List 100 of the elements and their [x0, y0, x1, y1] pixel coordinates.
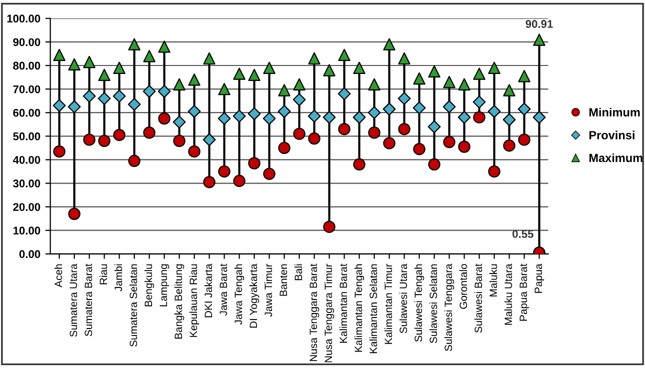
point [142, 84, 156, 98]
point [368, 106, 381, 120]
point [428, 65, 440, 78]
point [308, 132, 320, 145]
point [248, 68, 260, 82]
point [82, 90, 96, 103]
point [68, 100, 81, 114]
y-tick-label: 30.00 [13, 180, 40, 188]
point [188, 104, 201, 118]
point [353, 62, 366, 74]
x-tick-label: Lampung [160, 264, 170, 306]
point [518, 70, 530, 82]
point [83, 56, 96, 68]
y-tick-label: 100.00 [7, 14, 40, 23]
x-tick-label: Bangka Belitung [174, 264, 184, 339]
point [218, 82, 230, 96]
y-tick-label: 50.00 [13, 132, 40, 140]
point [143, 126, 156, 139]
x-tick-label: Nusa Tenggara Barat [310, 264, 320, 362]
x-tick-label: Kalimantan Tengah [354, 264, 364, 352]
point [458, 110, 471, 124]
point [472, 96, 486, 108]
x-tick-label: Sulawesi Tenggara [444, 264, 454, 351]
point [172, 116, 186, 128]
legend-label: Minimum [589, 108, 640, 117]
y-tick-label: 60.00 [13, 108, 40, 117]
point [293, 78, 306, 90]
point [278, 142, 290, 154]
point [112, 90, 126, 103]
x-tick-label: Kalimantan Timur [384, 264, 392, 344]
point [503, 139, 516, 152]
point [233, 174, 246, 188]
point [203, 52, 216, 65]
point [248, 107, 261, 120]
point [278, 104, 291, 118]
point [308, 52, 320, 65]
point [113, 62, 126, 74]
x-tick-label: Aceh [54, 264, 62, 288]
point [53, 145, 66, 158]
point [173, 78, 186, 90]
x-tick-label: Gorontalo [459, 264, 468, 309]
point [533, 34, 546, 46]
point [293, 128, 306, 140]
x-tick-label: Jawa Tengah [234, 264, 244, 325]
x-tick-label: Jawa Barat [220, 264, 228, 316]
point [203, 176, 216, 188]
point [398, 122, 410, 136]
y-tick-label: 70.00 [13, 85, 40, 94]
y-tick-label: 90.00 [13, 38, 40, 46]
point [98, 68, 110, 82]
point [52, 99, 66, 112]
point [368, 126, 380, 139]
x-tick-label: Sulawesi Tengah [414, 264, 424, 342]
y-tick-label: 20.00 [13, 203, 40, 211]
point [413, 72, 426, 85]
x-tick-label: Sumatera Utara [70, 264, 78, 337]
point [443, 136, 456, 148]
x-tick-label: Sulawesi Utara [399, 264, 408, 334]
x-tick-label: DI Yogyakarta [249, 264, 260, 328]
point [488, 165, 500, 178]
x-tick-label: Kepulauan Riau [189, 264, 200, 337]
legend-label: Provinsi [589, 130, 634, 140]
point [128, 154, 140, 167]
point [218, 165, 230, 178]
point [428, 158, 440, 171]
point [173, 134, 186, 147]
data-label: 0.55 [512, 230, 534, 238]
point [98, 92, 111, 105]
x-tick-label: Jambi [114, 264, 122, 292]
point [218, 112, 231, 125]
point [232, 110, 246, 123]
point [338, 48, 350, 62]
point [323, 220, 336, 233]
x-tick-label: Papua [534, 264, 544, 293]
point [383, 137, 396, 150]
point [83, 134, 96, 146]
point [443, 76, 456, 88]
point [323, 64, 336, 76]
point [158, 40, 170, 53]
x-tick-label: Nusa Tenggara Timur [324, 264, 334, 362]
point [503, 84, 516, 96]
point [158, 112, 170, 125]
point [428, 120, 441, 134]
point [202, 133, 216, 146]
point [383, 38, 396, 50]
y-tick-label: 10.00 [13, 226, 40, 235]
point [368, 78, 380, 90]
point [278, 84, 290, 96]
x-tick-label: Kalimantan Selatan [369, 264, 378, 354]
x-tick-label: Bengkulu [144, 264, 154, 306]
point [263, 62, 276, 74]
point [68, 58, 80, 70]
point [412, 101, 426, 114]
x-tick-label: Sulawesi Selatan [429, 264, 438, 344]
point [473, 111, 486, 124]
point [532, 110, 546, 124]
x-tick-label: Sumatera Barat [84, 264, 92, 336]
point [188, 74, 200, 86]
point [353, 158, 366, 171]
point [488, 62, 500, 74]
